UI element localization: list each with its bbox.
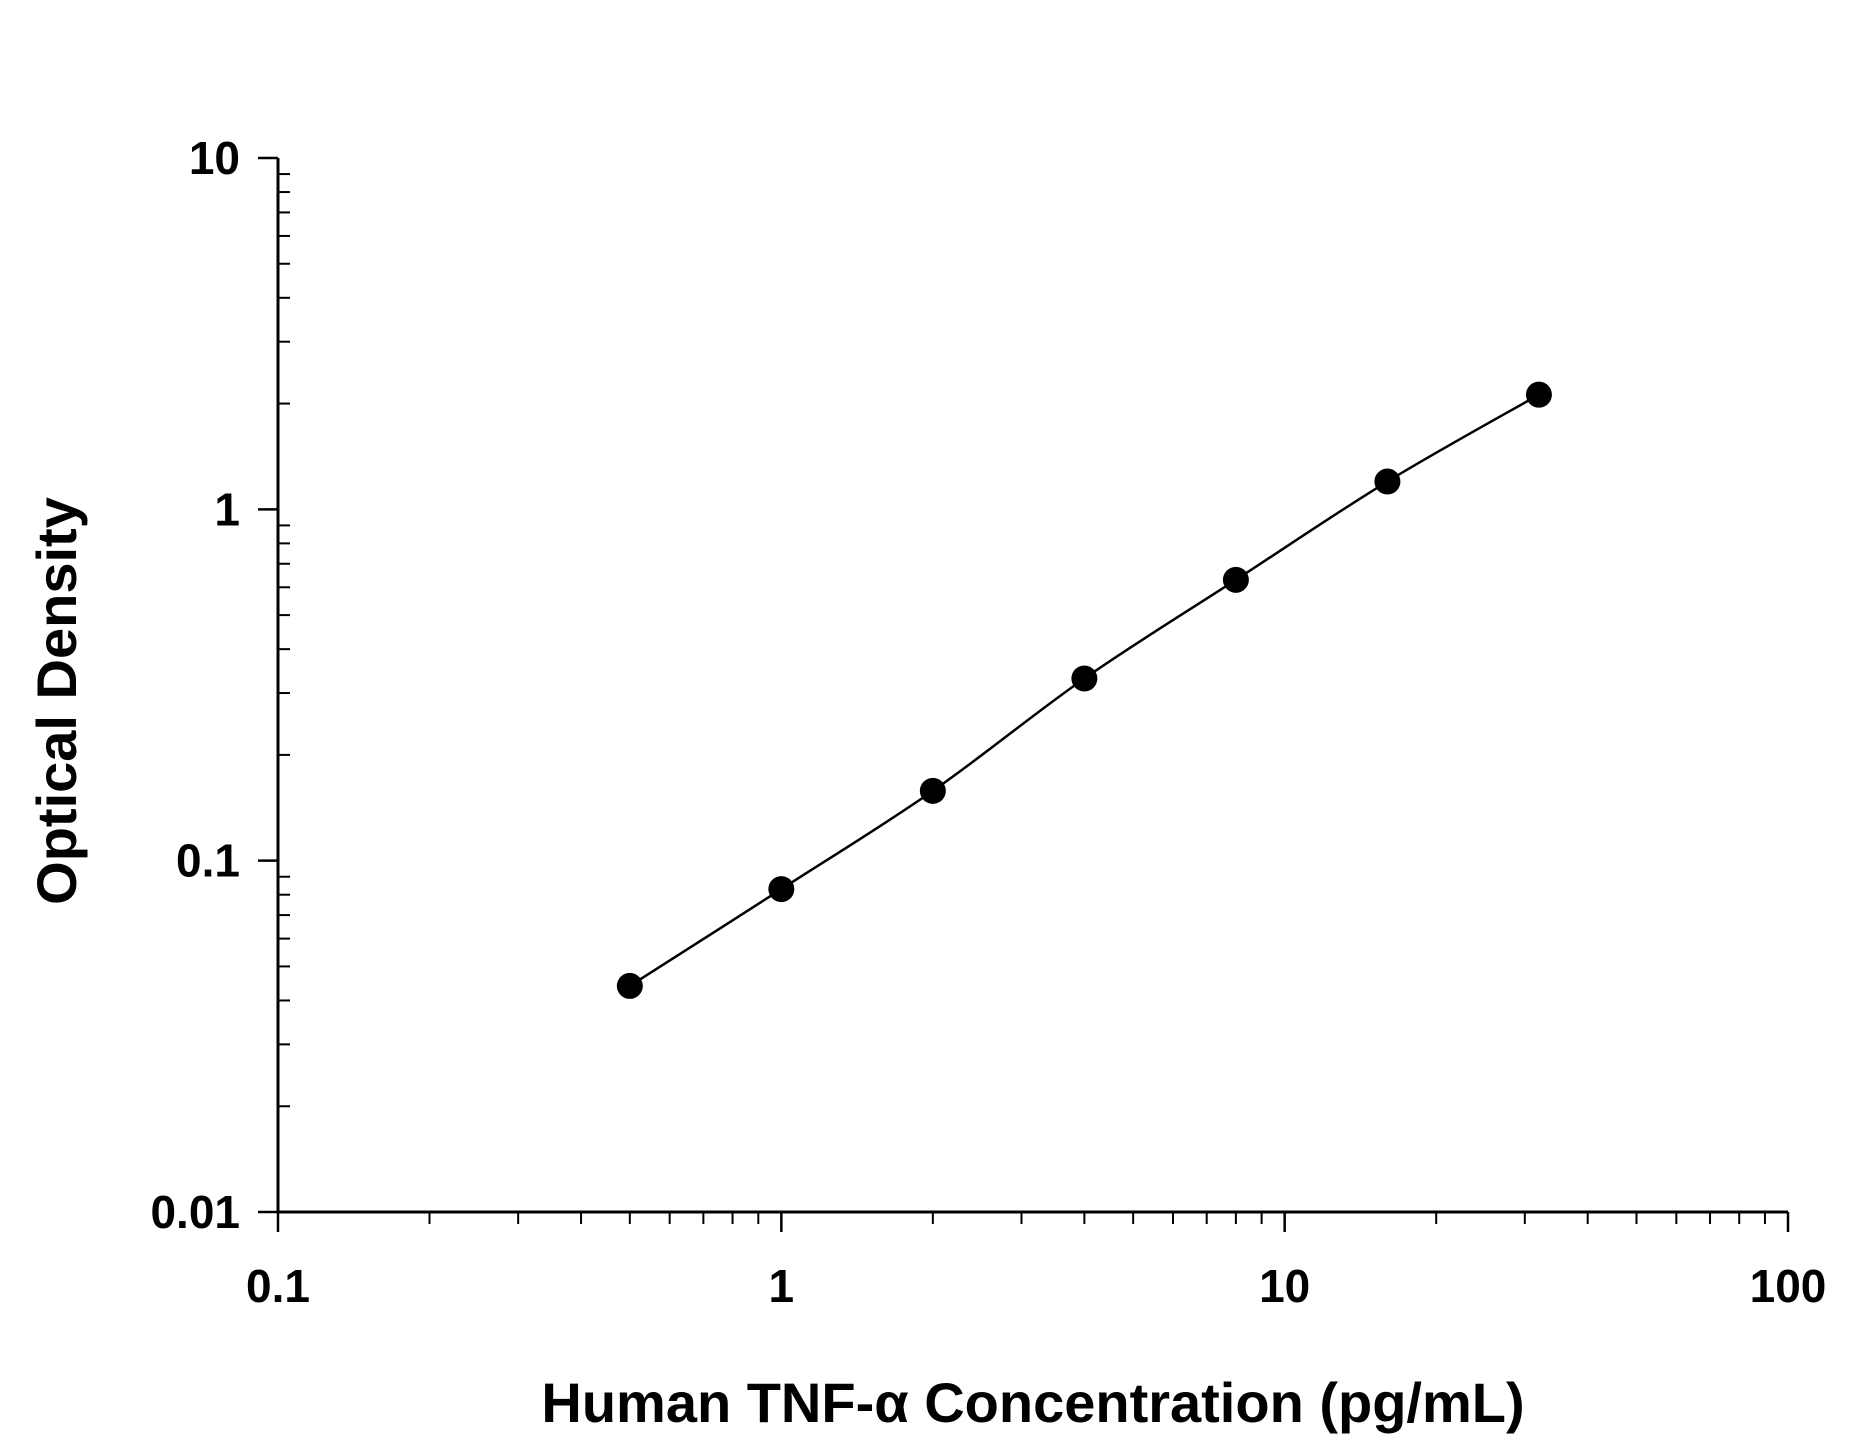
x-tick-label: 100: [1750, 1260, 1827, 1312]
data-point: [919, 777, 946, 804]
y-tick-label: 0.01: [150, 1186, 240, 1238]
data-point: [1374, 468, 1401, 495]
y-tick-label: 10: [189, 132, 240, 184]
x-tick-label: 10: [1259, 1260, 1310, 1312]
x-tick-label: 1: [769, 1260, 795, 1312]
y-tick-label: 1: [214, 483, 240, 535]
data-point: [1222, 566, 1249, 593]
x-tick-label: 0.1: [246, 1260, 310, 1312]
data-point: [616, 972, 643, 999]
data-point: [768, 876, 795, 903]
plot-area: [616, 381, 1552, 999]
data-point: [1071, 665, 1098, 692]
y-axis-title: Optical Density: [25, 497, 88, 905]
x-axis-title: Human TNF-α Concentration (pg/mL): [541, 1371, 1524, 1434]
y-tick-label: 0.1: [176, 835, 240, 887]
data-point: [1525, 381, 1552, 408]
axes: [258, 156, 1790, 1232]
